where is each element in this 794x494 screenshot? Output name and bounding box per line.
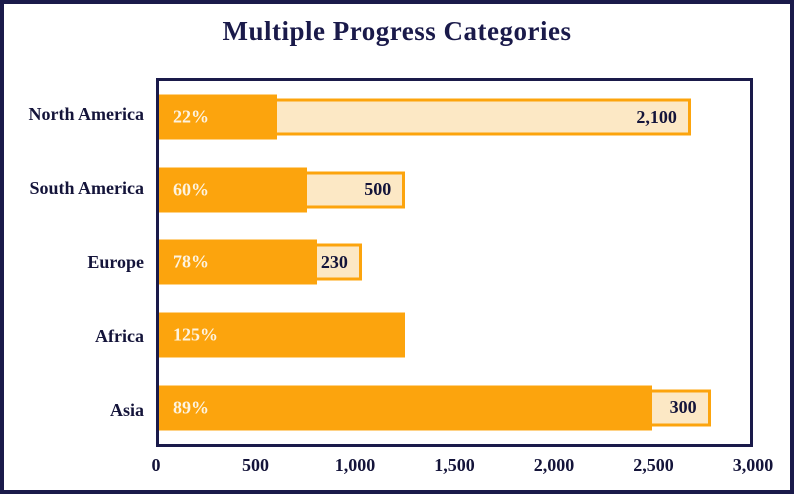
remaining-value-label: 300 xyxy=(669,397,697,418)
chart-title: Multiple Progress Categories xyxy=(222,16,572,46)
category-axis: North America South America Europe Africa As… xyxy=(4,78,144,447)
x-axis: 0 500 1,000 1,500 2,000 2,500 3,000 xyxy=(152,453,774,481)
percent-label: 22% xyxy=(173,106,209,127)
bar-row: 125% xyxy=(159,299,750,372)
bar-row: 500 60% xyxy=(159,154,750,227)
x-tick-label: 2,000 xyxy=(533,455,575,475)
percent-label: 60% xyxy=(173,179,209,200)
bar-row: 300 89% xyxy=(159,371,750,444)
x-tick-label: 1,500 xyxy=(434,455,475,475)
remaining-value-label: 500 xyxy=(364,179,392,200)
bar-fill: 22% xyxy=(159,94,278,140)
x-tick-label: 0 xyxy=(151,455,161,475)
percent-label: 125% xyxy=(173,324,218,345)
percent-label: 89% xyxy=(173,397,209,418)
bar-fill: 125% xyxy=(159,312,406,358)
plot-area: 2,100 22% 500 60% 230 78% 125% 300 89% xyxy=(156,78,753,447)
bar-fill: 89% xyxy=(159,385,652,431)
x-tick-label: 500 xyxy=(242,455,269,475)
category-label: Africa xyxy=(95,325,144,346)
bar-fill: 60% xyxy=(159,167,307,213)
x-tick-label: 2,500 xyxy=(633,455,674,475)
percent-label: 78% xyxy=(173,251,209,272)
x-tick-label: 1,000 xyxy=(334,455,376,475)
bar-row: 230 78% xyxy=(159,226,750,299)
remaining-value-label: 230 xyxy=(320,251,348,272)
remaining-value-label: 2,100 xyxy=(636,106,677,127)
category-label: Europe xyxy=(87,251,144,272)
bar-fill: 78% xyxy=(159,239,317,285)
category-label: South America xyxy=(29,178,145,199)
category-label: North America xyxy=(28,104,144,125)
category-label: Asia xyxy=(109,399,144,420)
x-tick-label: 3,000 xyxy=(732,455,774,475)
bar-row: 2,100 22% xyxy=(159,81,750,154)
